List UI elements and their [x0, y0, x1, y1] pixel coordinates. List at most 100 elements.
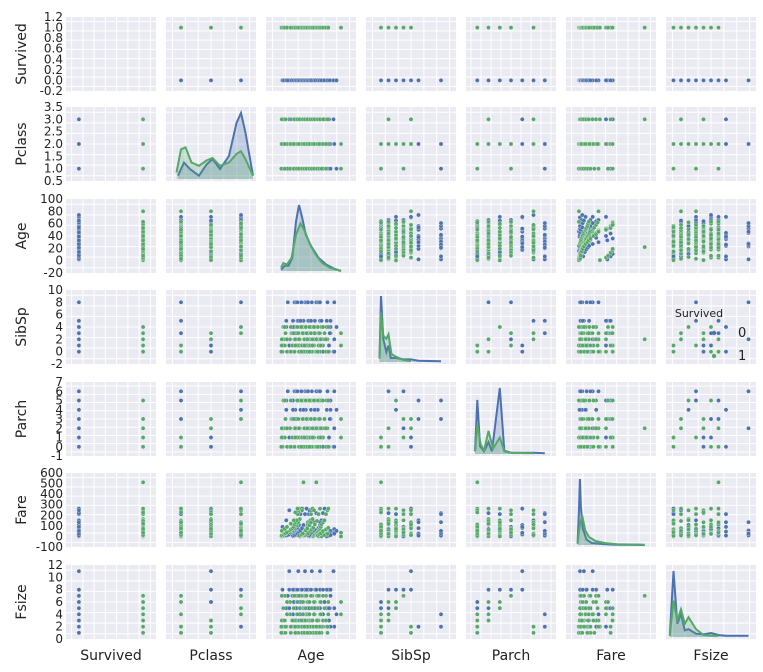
scatter-point-1 — [296, 337, 302, 342]
scatter-point-1 — [701, 25, 706, 30]
scatter-point-0 — [708, 78, 714, 83]
panel-SibSp-vs-Age — [266, 290, 356, 364]
panel-SibSp-vs-Fsize — [666, 290, 756, 364]
scatter-point-1 — [610, 444, 615, 450]
scatter-point-1 — [531, 117, 536, 122]
scatter-point-1 — [178, 256, 184, 262]
scatter-point-0 — [603, 117, 609, 122]
scatter-point-1 — [610, 330, 615, 336]
scatter-point-1 — [293, 624, 298, 629]
scatter-point-1 — [508, 253, 514, 258]
scatter-point-1 — [386, 618, 391, 623]
scatter-point-1 — [475, 166, 480, 171]
scatter-point-1 — [307, 612, 312, 617]
scatter-point-1 — [284, 524, 290, 530]
scatter-point-1 — [279, 349, 284, 354]
scatter-point-1 — [238, 25, 244, 30]
scatter-point-1 — [386, 255, 391, 260]
kde-fill-1 — [176, 147, 253, 179]
scatter-point-0 — [593, 587, 599, 592]
scatter-point-1 — [686, 527, 691, 532]
scatter-point-1 — [293, 343, 298, 348]
scatter-point-0 — [76, 234, 82, 239]
scatter-point-0 — [312, 407, 318, 413]
scatter-point-1 — [140, 530, 146, 535]
scatter-point-1 — [579, 330, 585, 336]
scatter-point-1 — [596, 166, 601, 171]
scatter-point-0 — [497, 214, 503, 220]
scatter-point-1 — [326, 444, 331, 450]
y-tick-label: 8 — [55, 295, 63, 309]
scatter-point-1 — [318, 337, 324, 342]
scatter-point-1 — [701, 330, 706, 336]
scatter-point-1 — [300, 531, 306, 536]
scatter-point-1 — [708, 236, 714, 241]
scatter-point-1 — [678, 141, 684, 147]
scatter-point-1 — [393, 398, 399, 403]
scatter-point-0 — [208, 568, 214, 574]
scatter-point-0 — [386, 510, 391, 516]
scatter-point-0 — [497, 78, 503, 83]
scatter-point-1 — [305, 526, 310, 531]
scatter-point-1 — [678, 247, 684, 253]
scatter-point-1 — [312, 522, 318, 527]
scatter-point-1 — [401, 234, 406, 240]
scatter-point-0 — [332, 300, 337, 305]
scatter-point-0 — [497, 511, 503, 517]
scatter-point-1 — [497, 534, 503, 539]
scatter-point-0 — [238, 300, 244, 305]
scatter-point-1 — [716, 530, 721, 535]
scatter-point-1 — [378, 249, 384, 254]
scatter-point-0 — [686, 78, 691, 83]
scatter-point-0 — [605, 238, 610, 243]
scatter-point-0 — [317, 568, 323, 574]
scatter-point-1 — [238, 330, 244, 336]
scatter-point-1 — [475, 238, 480, 243]
panel-Parch-vs-Parch — [466, 382, 556, 456]
scatter-point-1 — [475, 25, 480, 30]
scatter-point-1 — [708, 324, 714, 330]
scatter-point-0 — [508, 587, 514, 592]
scatter-point-1 — [315, 324, 321, 330]
scatter-point-1 — [208, 330, 214, 336]
scatter-point-1 — [576, 219, 582, 225]
scatter-point-0 — [486, 605, 491, 611]
scatter-point-1 — [140, 444, 146, 450]
scatter-point-0 — [76, 117, 82, 122]
y-tick-label: 0.5 — [44, 174, 63, 188]
scatter-point-1 — [408, 233, 414, 239]
scatter-point-1 — [475, 220, 480, 225]
scatter-point-0 — [76, 624, 82, 629]
kde-fill-0 — [577, 479, 645, 545]
scatter-point-0 — [299, 389, 304, 394]
panel-Survived-vs-Age — [266, 17, 356, 91]
scatter-point-1 — [322, 518, 327, 523]
y-tick-label: 3 — [55, 412, 63, 426]
scatter-point-1 — [585, 630, 590, 636]
scatter-point-0 — [542, 78, 548, 83]
scatter-point-1 — [603, 349, 609, 354]
scatter-point-1 — [701, 416, 706, 422]
scatter-point-0 — [208, 435, 214, 440]
scatter-point-1 — [475, 630, 480, 636]
scatter-point-1 — [708, 219, 714, 225]
scatter-point-1 — [238, 480, 244, 485]
scatter-point-0 — [208, 349, 214, 354]
scatter-point-1 — [304, 330, 309, 336]
kde-line-1 — [668, 600, 719, 637]
scatter-point-1 — [338, 343, 344, 348]
scatter-point-1 — [595, 343, 600, 348]
panel-Survived-vs-Survived — [66, 17, 156, 91]
y-tick-label: 3.5 — [44, 100, 63, 114]
scatter-point-0 — [723, 214, 729, 220]
scatter-point-1 — [297, 605, 303, 611]
scatter-point-0 — [686, 407, 691, 413]
scatter-point-0 — [723, 242, 729, 247]
scatter-point-1 — [208, 25, 214, 30]
scatter-point-1 — [401, 239, 406, 245]
scatter-point-1 — [378, 238, 384, 243]
scatter-point-1 — [326, 398, 331, 403]
scatter-point-0 — [542, 254, 548, 259]
scatter-point-0 — [302, 511, 308, 517]
